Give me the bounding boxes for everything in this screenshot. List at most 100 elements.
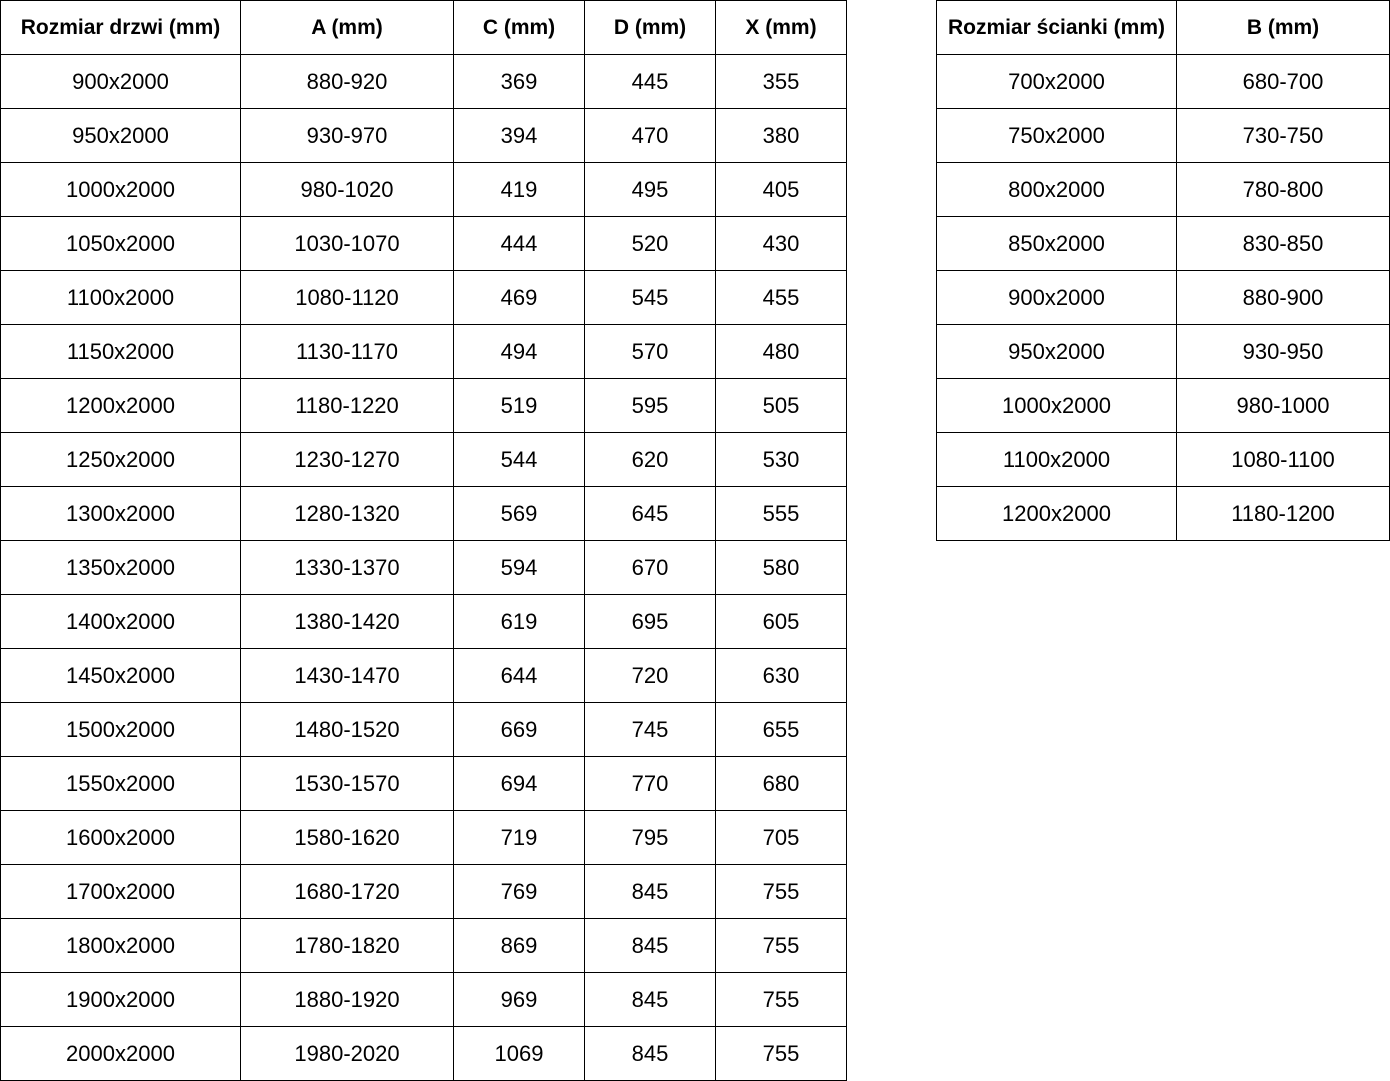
table-cell: 1000x2000 bbox=[0, 162, 241, 217]
table-cell: 469 bbox=[453, 270, 585, 325]
table-cell: 445 bbox=[584, 54, 716, 109]
table-cell: 1080-1100 bbox=[1176, 432, 1390, 487]
table-cell: 505 bbox=[715, 378, 847, 433]
table-cell: 595 bbox=[584, 378, 716, 433]
table-row: 1050x2000 1030-1070 444 520 430 bbox=[0, 216, 847, 271]
table-cell: 720 bbox=[584, 648, 716, 703]
table-cell: 544 bbox=[453, 432, 585, 487]
table-row: 1250x2000 1230-1270 544 620 530 bbox=[0, 432, 847, 487]
table-cell: 1700x2000 bbox=[0, 864, 241, 919]
table-cell: 380 bbox=[715, 108, 847, 163]
table-cell: 850x2000 bbox=[936, 216, 1177, 271]
table-cell: 755 bbox=[715, 864, 847, 919]
table-cell: 1280-1320 bbox=[240, 486, 454, 541]
table-cell: 845 bbox=[584, 1026, 716, 1081]
table-cell: 830-850 bbox=[1176, 216, 1390, 271]
table-cell: 455 bbox=[715, 270, 847, 325]
table-cell: 369 bbox=[453, 54, 585, 109]
wall-table-header: Rozmiar ścianki (mm) B (mm) bbox=[936, 0, 1390, 55]
table-cell: 1080-1120 bbox=[240, 270, 454, 325]
table-cell: 780-800 bbox=[1176, 162, 1390, 217]
table-cell: 1400x2000 bbox=[0, 594, 241, 649]
table-row: 950x2000 930-970 394 470 380 bbox=[0, 108, 847, 163]
table-cell: 405 bbox=[715, 162, 847, 217]
table-cell: 755 bbox=[715, 918, 847, 973]
column-header: C (mm) bbox=[453, 0, 585, 55]
table-row: 1100x2000 1080-1100 bbox=[936, 432, 1390, 487]
table-row: 1200x2000 1180-1200 bbox=[936, 486, 1390, 541]
table-cell: 555 bbox=[715, 486, 847, 541]
table-cell: 1250x2000 bbox=[0, 432, 241, 487]
table-cell: 930-970 bbox=[240, 108, 454, 163]
table-cell: 670 bbox=[584, 540, 716, 595]
table-cell: 394 bbox=[453, 108, 585, 163]
table-cell: 680 bbox=[715, 756, 847, 811]
table-row: 1800x2000 1780-1820 869 845 755 bbox=[0, 918, 847, 973]
table-cell: 1780-1820 bbox=[240, 918, 454, 973]
table-cell: 705 bbox=[715, 810, 847, 865]
table-cell: 745 bbox=[584, 702, 716, 757]
table-cell: 1500x2000 bbox=[0, 702, 241, 757]
table-cell: 969 bbox=[453, 972, 585, 1027]
table-cell: 694 bbox=[453, 756, 585, 811]
table-cell: 569 bbox=[453, 486, 585, 541]
table-cell: 619 bbox=[453, 594, 585, 649]
table-cell: 930-950 bbox=[1176, 324, 1390, 379]
table-row: 800x2000 780-800 bbox=[936, 162, 1390, 217]
table-cell: 769 bbox=[453, 864, 585, 919]
column-header: Rozmiar drzwi (mm) bbox=[0, 0, 241, 55]
table-cell: 1180-1200 bbox=[1176, 486, 1390, 541]
table-cell: 1150x2000 bbox=[0, 324, 241, 379]
table-cell: 1600x2000 bbox=[0, 810, 241, 865]
table-row: 1550x2000 1530-1570 694 770 680 bbox=[0, 756, 847, 811]
table-cell: 470 bbox=[584, 108, 716, 163]
table-row: 1500x2000 1480-1520 669 745 655 bbox=[0, 702, 847, 757]
table-cell: 845 bbox=[584, 918, 716, 973]
table-row: 1150x2000 1130-1170 494 570 480 bbox=[0, 324, 847, 379]
table-cell: 594 bbox=[453, 540, 585, 595]
table-cell: 845 bbox=[584, 864, 716, 919]
table-cell: 1430-1470 bbox=[240, 648, 454, 703]
table-cell: 750x2000 bbox=[936, 108, 1177, 163]
door-size-table: Rozmiar drzwi (mm) A (mm) C (mm) D (mm) X (m… bbox=[0, 0, 847, 1081]
table-cell: 1200x2000 bbox=[936, 486, 1177, 541]
table-cell: 800x2000 bbox=[936, 162, 1177, 217]
wall-table-body: 700x2000 680-700 750x2000 730-750 800x2000 78… bbox=[936, 54, 1390, 541]
table-cell: 1580-1620 bbox=[240, 810, 454, 865]
table-cell: 880-920 bbox=[240, 54, 454, 109]
table-cell: 1530-1570 bbox=[240, 756, 454, 811]
table-cell: 444 bbox=[453, 216, 585, 271]
column-header: X (mm) bbox=[715, 0, 847, 55]
table-cell: 1200x2000 bbox=[0, 378, 241, 433]
table-cell: 719 bbox=[453, 810, 585, 865]
table-row: 1900x2000 1880-1920 969 845 755 bbox=[0, 972, 847, 1027]
table-cell: 545 bbox=[584, 270, 716, 325]
column-header: A (mm) bbox=[240, 0, 454, 55]
table-row: 900x2000 880-920 369 445 355 bbox=[0, 54, 847, 109]
table-cell: 1350x2000 bbox=[0, 540, 241, 595]
table-cell: 980-1000 bbox=[1176, 378, 1390, 433]
table-cell: 680-700 bbox=[1176, 54, 1390, 109]
table-cell: 494 bbox=[453, 324, 585, 379]
table-cell: 605 bbox=[715, 594, 847, 649]
table-cell: 1450x2000 bbox=[0, 648, 241, 703]
table-cell: 1069 bbox=[453, 1026, 585, 1081]
table-row: 1400x2000 1380-1420 619 695 605 bbox=[0, 594, 847, 649]
table-cell: 355 bbox=[715, 54, 847, 109]
table-cell: 845 bbox=[584, 972, 716, 1027]
table-cell: 730-750 bbox=[1176, 108, 1390, 163]
column-header: D (mm) bbox=[584, 0, 716, 55]
table-cell: 1380-1420 bbox=[240, 594, 454, 649]
table-cell: 950x2000 bbox=[936, 324, 1177, 379]
table-cell: 755 bbox=[715, 972, 847, 1027]
table-cell: 795 bbox=[584, 810, 716, 865]
table-cell: 655 bbox=[715, 702, 847, 757]
table-cell: 1680-1720 bbox=[240, 864, 454, 919]
table-cell: 520 bbox=[584, 216, 716, 271]
table-cell: 495 bbox=[584, 162, 716, 217]
table-cell: 620 bbox=[584, 432, 716, 487]
table-row: 1450x2000 1430-1470 644 720 630 bbox=[0, 648, 847, 703]
table-row: 1200x2000 1180-1220 519 595 505 bbox=[0, 378, 847, 433]
table-cell: 1880-1920 bbox=[240, 972, 454, 1027]
table-cell: 630 bbox=[715, 648, 847, 703]
